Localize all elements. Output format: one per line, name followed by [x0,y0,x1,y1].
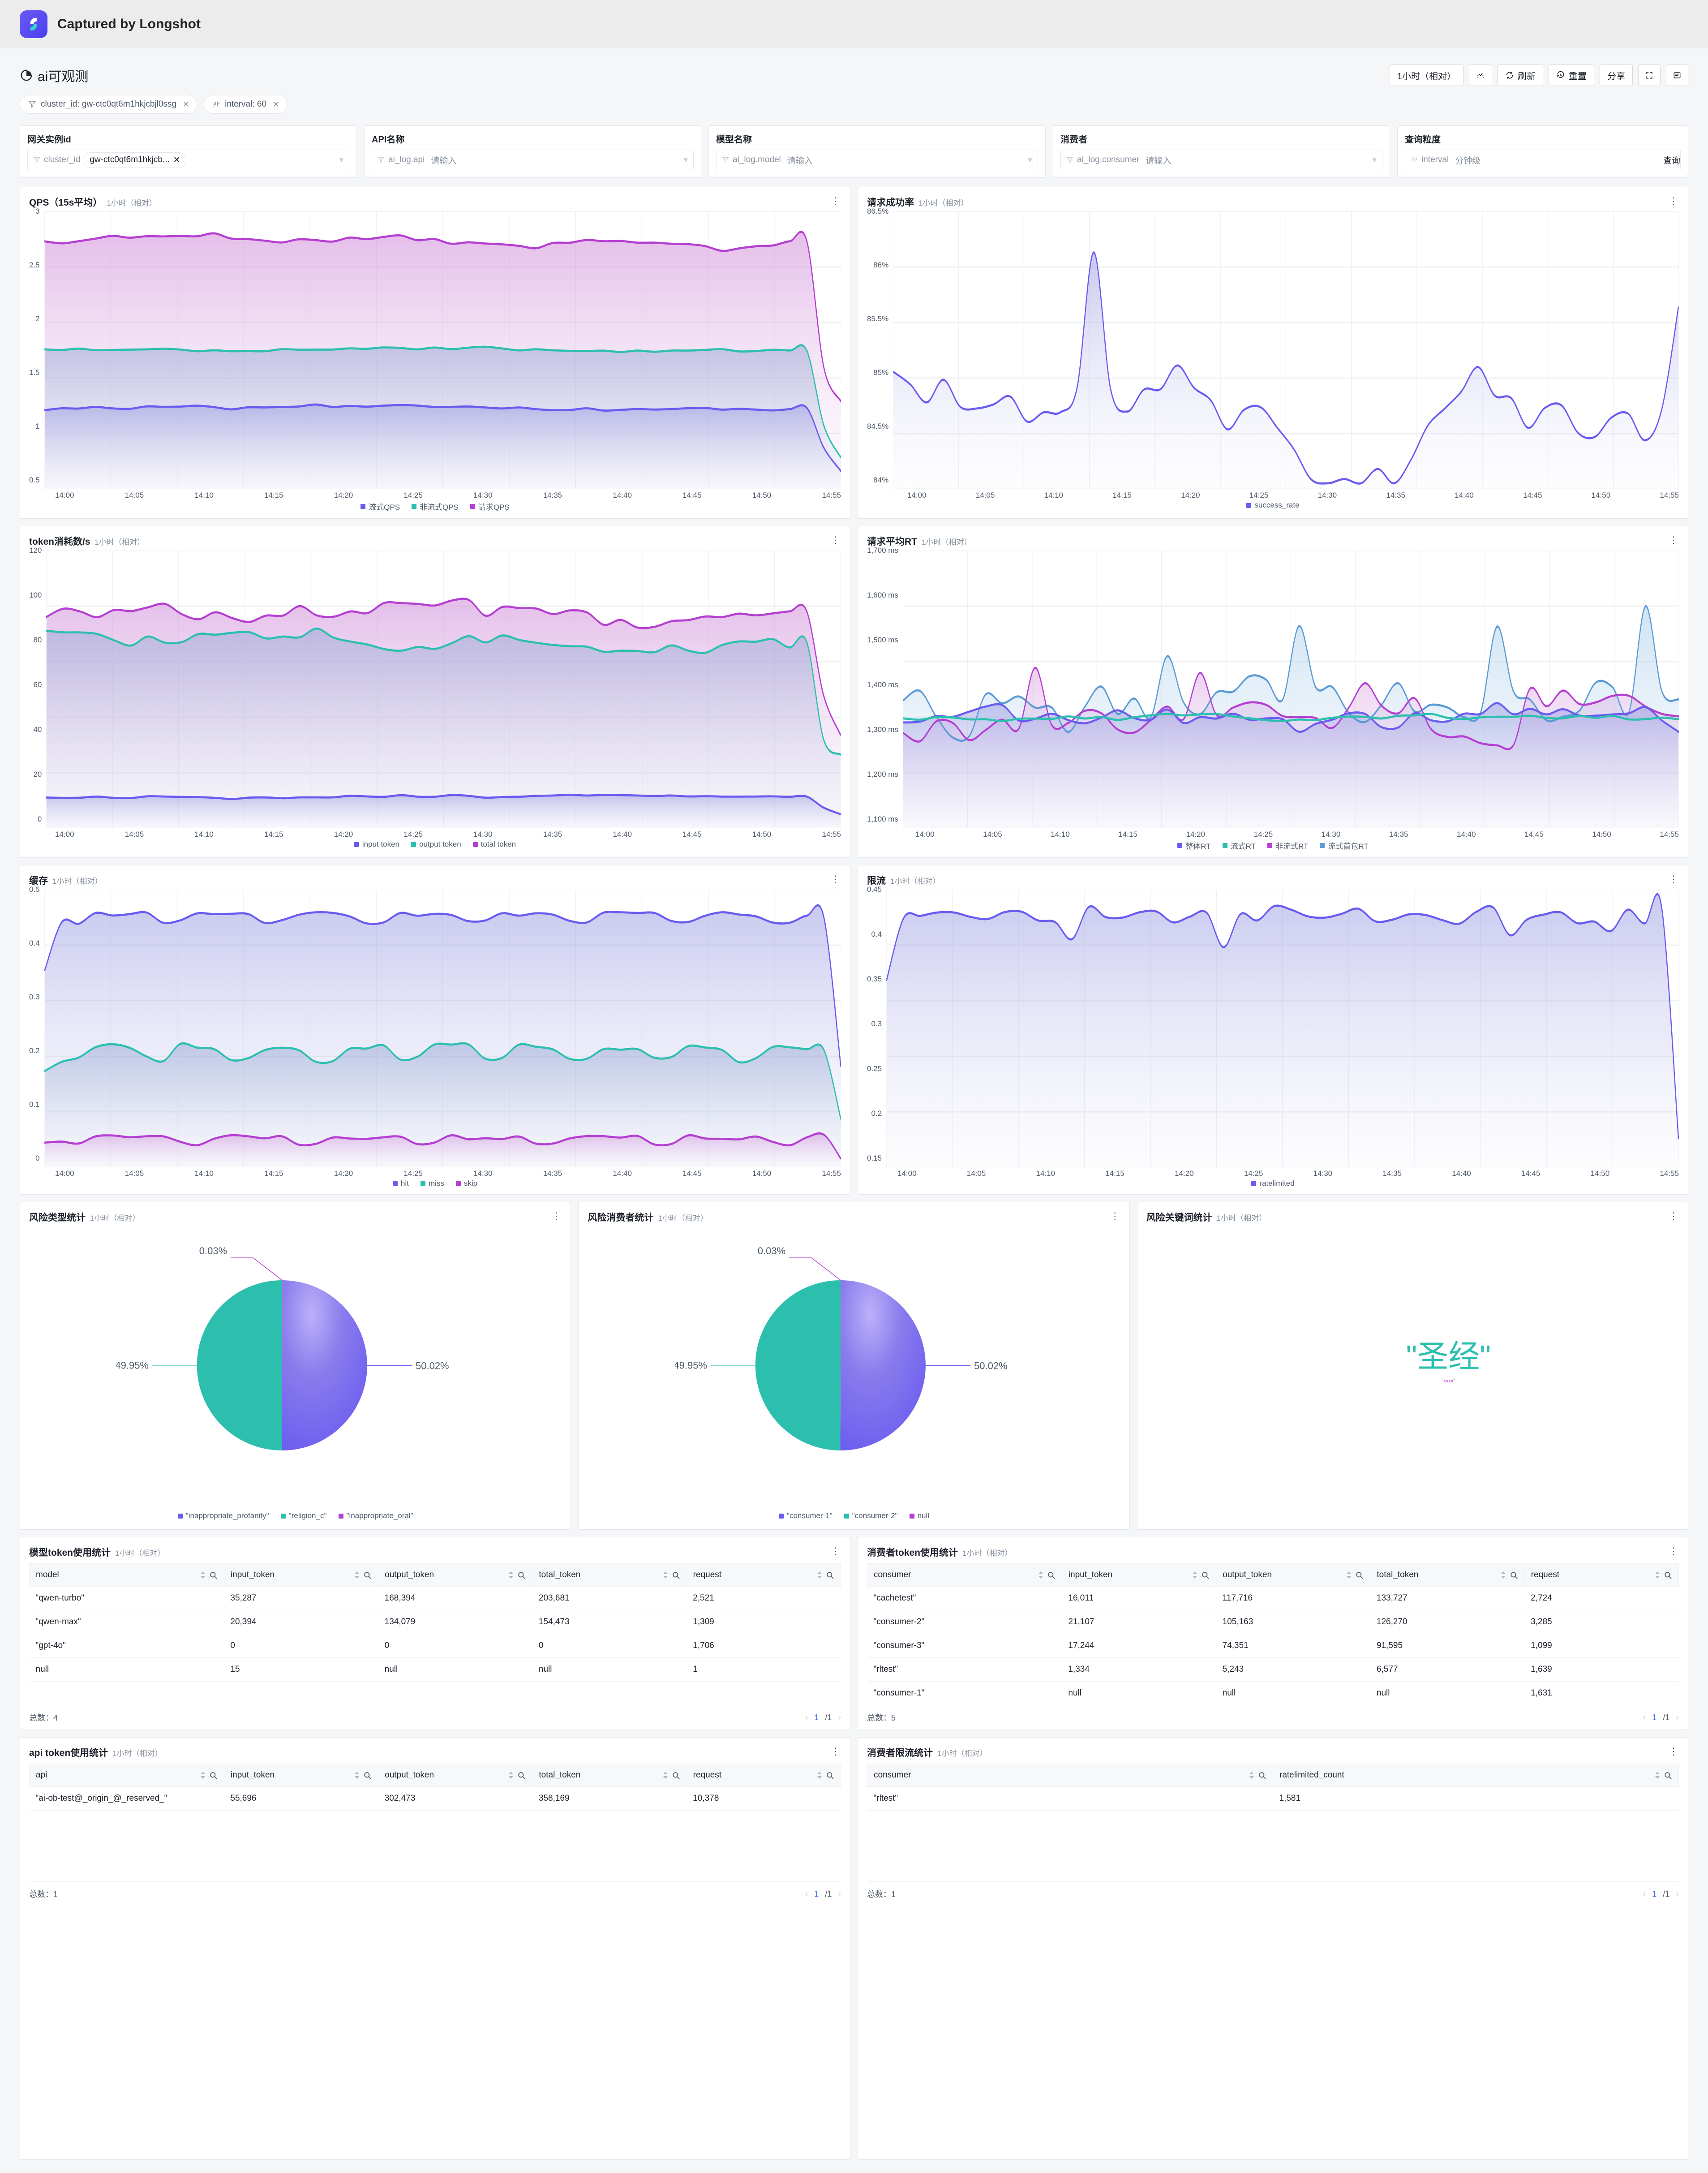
svg-text:49.95%: 49.95% [675,1360,707,1371]
svg-text:50.02%: 50.02% [416,1360,449,1372]
svg-text:50.02%: 50.02% [974,1360,1008,1372]
svg-text:0.03%: 0.03% [199,1245,227,1256]
svg-text:0.03%: 0.03% [758,1245,785,1256]
svg-text:49.95%: 49.95% [116,1360,149,1371]
